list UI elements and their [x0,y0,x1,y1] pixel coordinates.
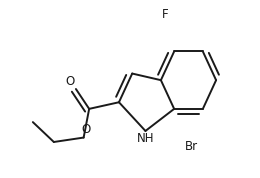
Text: F: F [162,7,169,21]
Text: O: O [81,124,90,137]
Text: NH: NH [137,132,154,145]
Text: Br: Br [185,140,198,153]
Text: O: O [66,75,75,88]
